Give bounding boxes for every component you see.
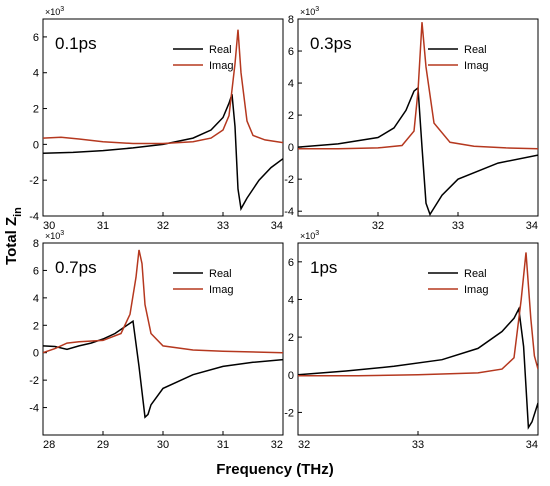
x-tick-label: 33 <box>412 439 424 451</box>
legend-label-real: Real <box>209 44 232 56</box>
y-multiplier-base: ×10 <box>45 7 60 17</box>
plot-frame <box>297 18 539 217</box>
y-axis-title-main: Total Z <box>3 217 20 265</box>
y-multiplier-base: ×10 <box>300 7 315 17</box>
series-line-real <box>43 93 283 212</box>
y-multiplier-exponent: 3 <box>60 6 64 13</box>
legend-label-imag: Imag <box>209 60 233 72</box>
panel-3: 28 29 30 31 32 -4 -2 0 2 4 6 8 ×103 0.7ps Real Imag <box>29 230 284 451</box>
y-tick-label: 2 <box>288 332 294 344</box>
y-tick-label: 6 <box>33 265 39 277</box>
series-line-imag <box>43 29 283 145</box>
y-tick-label: 0 <box>33 348 39 360</box>
x-tick-label: 28 <box>43 439 55 451</box>
y-tick-label: 8 <box>288 14 294 26</box>
y-tick-label: 0 <box>288 142 294 154</box>
y-tick-label: -2 <box>29 175 39 187</box>
series-line-real <box>43 319 283 419</box>
x-tick-label: 32 <box>271 439 283 451</box>
panel-label: 0.3ps <box>310 34 352 53</box>
series-line-imag <box>298 22 538 150</box>
y-tick-label: 4 <box>288 294 294 306</box>
y-tick-label: 8 <box>33 238 39 250</box>
y-tick-label: 6 <box>288 46 294 58</box>
y-axis-title: Total Zin <box>3 207 24 265</box>
y-tick-label: -2 <box>29 375 39 387</box>
y-tick-label: 0 <box>288 370 294 382</box>
y-multiplier-base: ×10 <box>45 231 60 241</box>
legend-label-real: Real <box>209 268 232 280</box>
y-tick-label: -4 <box>284 206 294 218</box>
y-tick-label: 2 <box>33 104 39 116</box>
y-multiplier-label: ×103 <box>300 230 319 241</box>
legend-label-real: Real <box>464 44 487 56</box>
y-multiplier-label: ×103 <box>300 6 319 17</box>
y-tick-label: -4 <box>29 403 39 415</box>
panel-label: 1ps <box>310 258 337 277</box>
x-tick-label: 30 <box>157 439 169 451</box>
y-multiplier-label: ×103 <box>45 230 64 241</box>
x-tick-label: 34 <box>271 220 283 232</box>
y-tick-label: 6 <box>288 257 294 269</box>
x-tick-label: 32 <box>372 220 384 232</box>
x-tick-label: 33 <box>217 220 229 232</box>
y-multiplier-exponent: 3 <box>315 6 319 13</box>
panel-label: 0.1ps <box>55 34 97 53</box>
y-tick-label: 2 <box>288 110 294 122</box>
y-multiplier-base: ×10 <box>300 231 315 241</box>
series-line-imag <box>43 249 283 354</box>
x-tick-label: 31 <box>97 220 109 232</box>
x-tick-label: 30 <box>43 220 55 232</box>
legend-label-imag: Imag <box>464 60 488 72</box>
y-tick-label: -2 <box>284 174 294 186</box>
x-tick-label: 33 <box>452 220 464 232</box>
x-tick-label: 29 <box>97 439 109 451</box>
x-tick-label: 34 <box>526 220 538 232</box>
y-tick-label: 4 <box>33 293 39 305</box>
y-tick-label: 2 <box>33 320 39 332</box>
y-tick-label: 0 <box>33 139 39 151</box>
y-tick-label: 6 <box>33 32 39 44</box>
x-tick-label: 31 <box>217 439 229 451</box>
panel-2: 32 33 34 -4 -2 0 2 4 6 8 ×103 0.3ps Real Imag <box>284 6 539 232</box>
x-tick-label: 32 <box>298 439 310 451</box>
y-tick-label: -2 <box>284 407 294 419</box>
y-tick-label: 4 <box>288 78 294 90</box>
panel-4: 32 33 34 -2 0 2 4 6 ×103 1ps Real Imag <box>284 230 539 451</box>
x-tick-label: 32 <box>157 220 169 232</box>
y-axis-title-subscript: in <box>12 207 24 217</box>
x-axis-title: Frequency (THz) <box>216 461 334 478</box>
series-line-real <box>298 86 538 216</box>
y-tick-label: -4 <box>29 211 39 223</box>
series-line-real <box>298 306 538 430</box>
series-line-imag <box>298 252 538 377</box>
y-multiplier-label: ×103 <box>45 6 64 17</box>
legend-label-real: Real <box>464 268 487 280</box>
y-multiplier-exponent: 3 <box>60 230 64 237</box>
legend-label-imag: Imag <box>209 284 233 296</box>
x-tick-label: 34 <box>526 439 538 451</box>
panel-label: 0.7ps <box>55 258 97 277</box>
panel-1: 30 31 32 33 34 -4 -2 0 2 4 6 ×103 0.1ps Real Imag <box>29 6 284 232</box>
y-tick-label: 4 <box>33 68 39 80</box>
legend-label-imag: Imag <box>464 284 488 296</box>
y-multiplier-exponent: 3 <box>315 230 319 237</box>
